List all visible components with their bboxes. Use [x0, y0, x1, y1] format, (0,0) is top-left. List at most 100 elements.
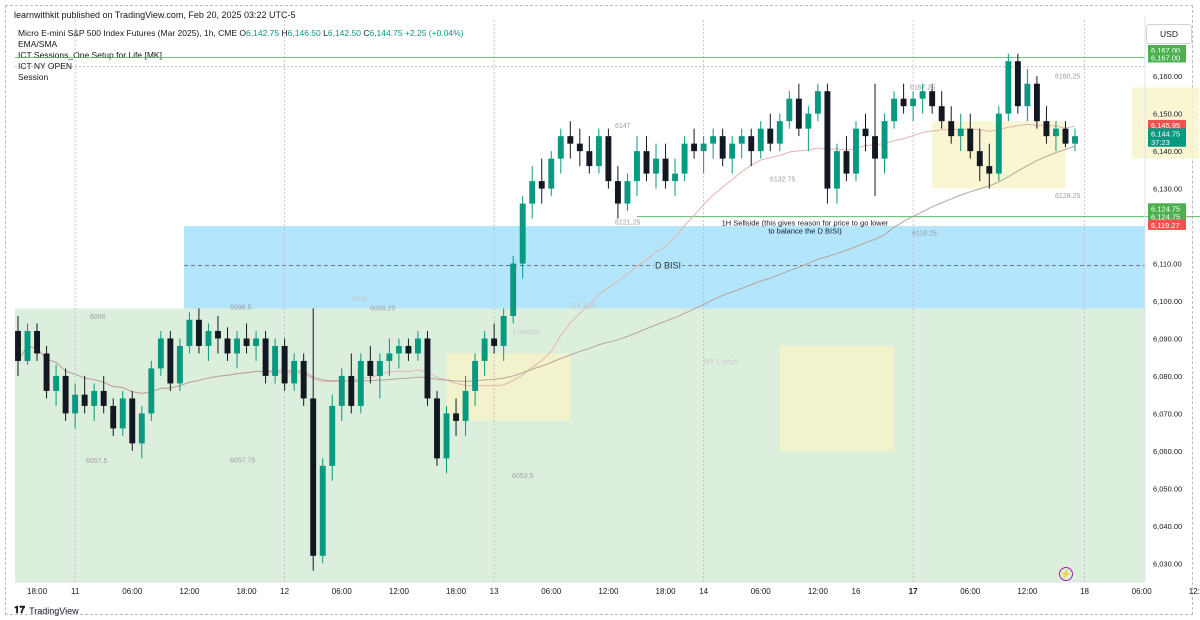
candle-body	[100, 390, 107, 406]
y-tick-label: 6,110.00	[1153, 260, 1182, 269]
open-label: O	[239, 28, 247, 38]
candle-body	[853, 128, 859, 174]
level-label: 6098.5	[230, 305, 252, 312]
candle-body	[319, 465, 326, 556]
candle-body	[110, 405, 117, 429]
price-tag	[1148, 44, 1186, 55]
candle-body	[491, 338, 498, 346]
y-tick-label: 6,160.00	[1153, 72, 1182, 81]
candle-body	[1033, 83, 1040, 122]
candle-body	[234, 338, 240, 354]
level-label: 6118.25	[912, 231, 937, 238]
session-tag: NY Lunch	[704, 358, 739, 367]
x-tick-label: 18:00	[656, 587, 677, 596]
candle-body	[1005, 61, 1012, 114]
session-tag: London	[513, 328, 540, 337]
price-tag-label: 6,167.00	[1151, 46, 1180, 55]
price-tag	[1148, 119, 1186, 130]
chart-legend: Micro E-mini S&P 500 Index Futures (Mar …	[18, 28, 464, 83]
candle-body	[129, 398, 136, 444]
x-tick-label: 06:00	[122, 587, 143, 596]
candle-body	[119, 398, 126, 429]
price-tag-label: 6,124.75	[1151, 204, 1180, 213]
candle-body	[386, 353, 393, 361]
x-tick-label: 06:00	[1132, 587, 1153, 596]
x-tick-label: 12	[280, 587, 289, 596]
candle-body	[186, 319, 193, 346]
clock-icon[interactable]: ⚡	[1059, 567, 1073, 581]
y-tick-label: 6,100.00	[1153, 297, 1182, 306]
level-label: 6057.5	[86, 458, 108, 465]
price-tag	[1148, 203, 1186, 214]
candle-body	[672, 173, 679, 182]
currency-button[interactable]: USD	[1146, 24, 1192, 44]
candle-body	[691, 143, 698, 152]
candle-body	[15, 330, 21, 361]
x-tick-label: 14	[699, 587, 708, 596]
y-tick-label: 6,130.00	[1153, 185, 1182, 194]
candle-body	[862, 128, 869, 137]
candle-body	[614, 181, 621, 204]
level-label: 6128.25	[1055, 193, 1080, 200]
x-tick-label: 06:00	[332, 587, 353, 596]
price-tag-label: 6,124.75	[1151, 213, 1180, 222]
x-tick-label: 18:00	[237, 587, 258, 596]
close-value: 6,144.75	[369, 28, 403, 38]
candle-body	[643, 151, 650, 174]
candle-body	[281, 345, 288, 384]
y-tick-label: 6,030.00	[1153, 559, 1182, 568]
y-tick-label: 6,080.00	[1153, 372, 1182, 381]
ohlc-row: Micro E-mini S&P 500 Index Futures (Mar …	[18, 28, 464, 39]
candle-body	[557, 136, 564, 159]
x-tick-label: 17	[909, 587, 918, 596]
x-tick-label: 18	[1080, 587, 1089, 596]
price-tag-label: 6,119.27	[1151, 221, 1180, 230]
symbol-name[interactable]: Micro E-mini S&P 500 Index Futures (Mar …	[18, 28, 238, 38]
candle-body	[395, 345, 402, 354]
x-tick-label: 11	[71, 587, 80, 596]
candle-body	[986, 166, 993, 174]
candle-body	[795, 98, 802, 129]
demand-zone	[15, 308, 1145, 582]
candle-body	[1024, 83, 1031, 107]
change-value: +2.25 (+0.04%)	[404, 28, 464, 38]
candle-body	[62, 375, 69, 414]
x-tick-label: 06:00	[541, 587, 562, 596]
candle-body	[824, 91, 831, 189]
candle-body	[776, 121, 783, 144]
indicator-ema-sma[interactable]: EMA/SMA	[18, 39, 58, 49]
indicator-ict-sessions[interactable]: ICT Sessions_One Setup for Life [MK]	[18, 50, 162, 60]
candle-body	[424, 338, 431, 399]
candle-body	[138, 413, 145, 444]
candle-body	[1062, 128, 1069, 144]
candle-body	[481, 338, 488, 361]
candle-body	[176, 345, 183, 384]
candle-body	[243, 338, 250, 346]
candle-body	[900, 98, 907, 107]
candle-body	[81, 394, 88, 406]
y-tick-label: 6,150.00	[1153, 110, 1182, 119]
candle-body	[653, 158, 659, 174]
low-value: 6,142.50	[327, 28, 361, 38]
indicator-ict-ny-open[interactable]: ICT NY OPEN	[18, 61, 73, 71]
level-label: 6147	[615, 123, 631, 130]
price-tag	[1148, 128, 1186, 139]
level-label: 6057.75	[230, 457, 255, 464]
candle-body	[472, 360, 479, 391]
brand-name: TradingView	[29, 605, 79, 616]
candle-body	[453, 413, 459, 421]
x-tick-label: 18:00	[27, 587, 48, 596]
session-tag: Asia	[351, 294, 367, 303]
candle-body	[253, 338, 260, 346]
candle-body	[634, 151, 640, 182]
candle-body	[414, 338, 421, 354]
indicator-session[interactable]: Session	[18, 72, 49, 82]
x-tick-label: 12:00	[179, 587, 200, 596]
x-tick-label: 06:00	[751, 587, 772, 596]
candle-body	[929, 91, 936, 107]
price-tag	[1148, 52, 1186, 63]
candle-body	[814, 91, 821, 114]
candle-body	[529, 181, 536, 204]
chart-frame	[5, 5, 1193, 615]
